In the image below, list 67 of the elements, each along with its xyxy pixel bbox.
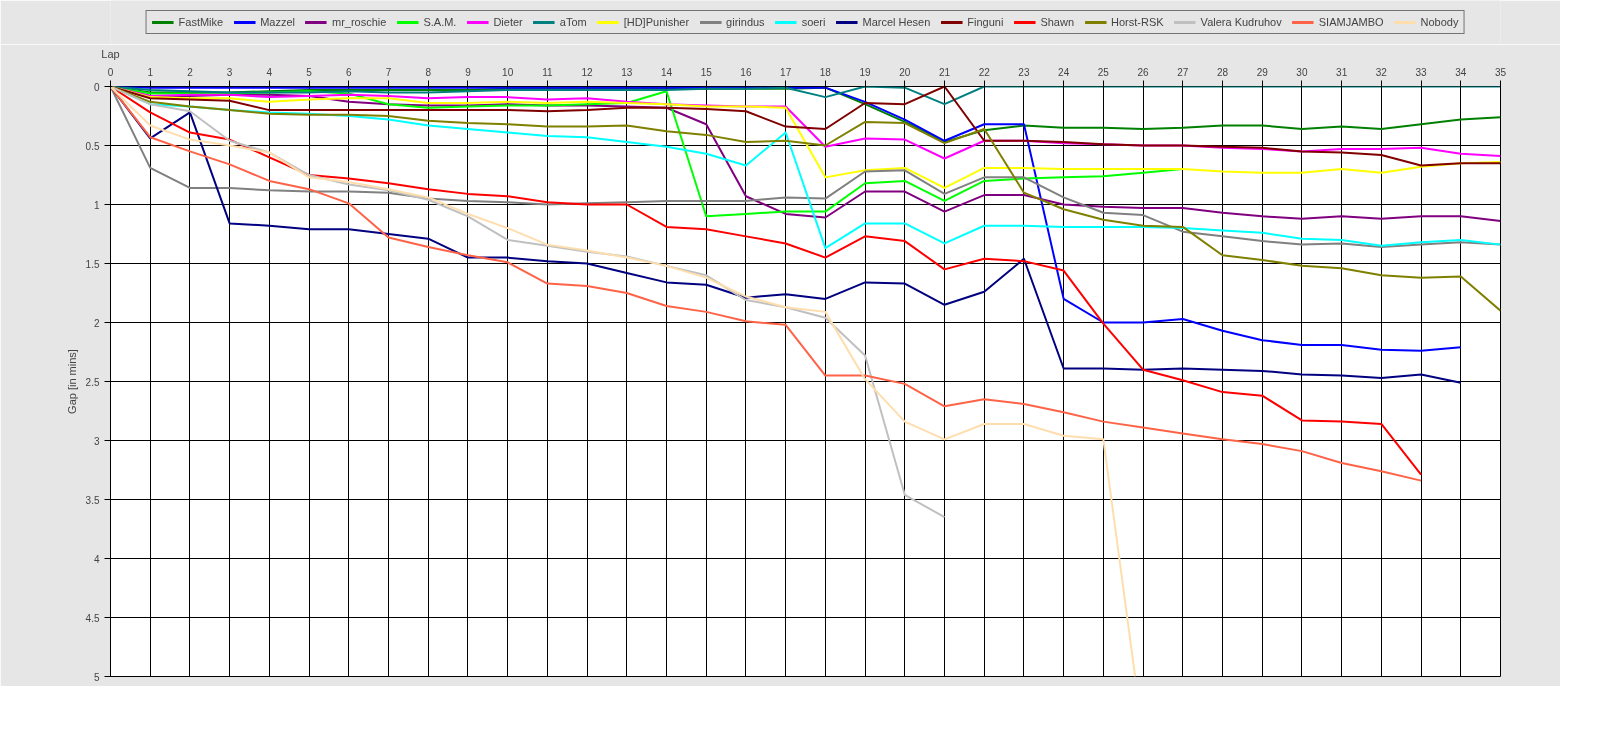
x-tick-label: 5 bbox=[306, 66, 313, 78]
legend-label: Shawn bbox=[1040, 16, 1075, 28]
x-tick-label: 35 bbox=[1494, 66, 1507, 78]
x-tick-label: 14 bbox=[660, 66, 673, 78]
x-tick-label: 25 bbox=[1097, 66, 1110, 78]
legend-label: soeri bbox=[801, 16, 826, 28]
line-series bbox=[110, 86, 1137, 677]
x-tick-label: 7 bbox=[385, 66, 392, 78]
legend-label: Valera Kudruhov bbox=[1200, 16, 1282, 28]
y-tick-label: 0.5 bbox=[85, 140, 100, 152]
x-tick-label: 19 bbox=[859, 66, 872, 78]
y-tick-label: 4.5 bbox=[85, 612, 100, 624]
x-tick-label: 29 bbox=[1256, 66, 1269, 78]
legend-label: girindus bbox=[726, 16, 765, 28]
legend-label: S.A.M. bbox=[423, 16, 457, 28]
x-tick-label: 31 bbox=[1336, 66, 1348, 78]
x-tick-label: 30 bbox=[1296, 66, 1308, 78]
x-tick-label: 22 bbox=[978, 66, 991, 78]
y-tick-label: 3.5 bbox=[85, 494, 100, 506]
x-tick-label: 9 bbox=[465, 66, 472, 78]
legend-label: [HD]Punisher bbox=[623, 16, 690, 28]
x-tick-label: 33 bbox=[1415, 66, 1428, 78]
legend-label: Horst-RSK bbox=[1111, 16, 1164, 28]
y-tick-label: 2.5 bbox=[85, 376, 100, 388]
y-tick-label: 0 bbox=[93, 81, 100, 93]
x-tick-label: 8 bbox=[425, 66, 432, 78]
line-series bbox=[110, 86, 946, 519]
x-tick-label: 23 bbox=[1018, 66, 1030, 78]
x-tick-label: 3 bbox=[226, 66, 233, 78]
x-tick-label: 27 bbox=[1177, 66, 1189, 78]
legend-label: SIAMJAMBO bbox=[1318, 16, 1384, 28]
y-tick-label: 1 bbox=[93, 199, 100, 211]
y-tick-label: 4 bbox=[93, 553, 100, 565]
x-tick-label: 21 bbox=[938, 66, 951, 78]
x-tick-label: 16 bbox=[740, 66, 752, 78]
legend-label: Finguni bbox=[967, 16, 1004, 28]
y-axis-title: Gap [in mins] bbox=[65, 349, 78, 414]
x-tick-label: 26 bbox=[1137, 66, 1150, 78]
legend-label: Marcel Hesen bbox=[862, 16, 931, 28]
y-tick-label: 3 bbox=[93, 435, 100, 447]
legend-label: Nobody bbox=[1420, 16, 1459, 28]
y-tick-label: 5 bbox=[93, 671, 100, 683]
x-tick-label: 2 bbox=[187, 66, 194, 78]
x-tick-label: 32 bbox=[1375, 66, 1388, 78]
x-tick-label: 6 bbox=[346, 66, 352, 78]
x-tick-label: 13 bbox=[621, 66, 633, 78]
x-tick-label: 12 bbox=[581, 66, 594, 78]
legend-label: mr_roschie bbox=[332, 16, 387, 28]
legend-label: aTom bbox=[559, 16, 587, 28]
legend-label: FastMike bbox=[178, 16, 224, 28]
x-tick-label: 17 bbox=[780, 66, 792, 78]
x-tick-label: 20 bbox=[899, 66, 911, 78]
x-tick-label: 34 bbox=[1455, 66, 1467, 78]
legend-label: Mazzel bbox=[260, 16, 296, 28]
x-tick-label: 11 bbox=[542, 66, 553, 78]
x-tick-label: 18 bbox=[819, 66, 832, 78]
x-tick-label: 1 bbox=[147, 66, 154, 78]
x-axis-title: Lap bbox=[101, 47, 120, 60]
x-tick-label: 0 bbox=[107, 66, 114, 78]
x-tick-label: 15 bbox=[700, 66, 713, 78]
y-tick-label: 1.5 bbox=[85, 258, 100, 270]
x-tick-label: 4 bbox=[266, 66, 273, 78]
x-tick-label: 28 bbox=[1216, 66, 1229, 78]
y-tick-label: 2 bbox=[93, 317, 100, 329]
x-tick-label: 10 bbox=[502, 66, 514, 78]
x-tick-label: 24 bbox=[1058, 66, 1070, 78]
legend-label: Dieter bbox=[493, 16, 523, 28]
